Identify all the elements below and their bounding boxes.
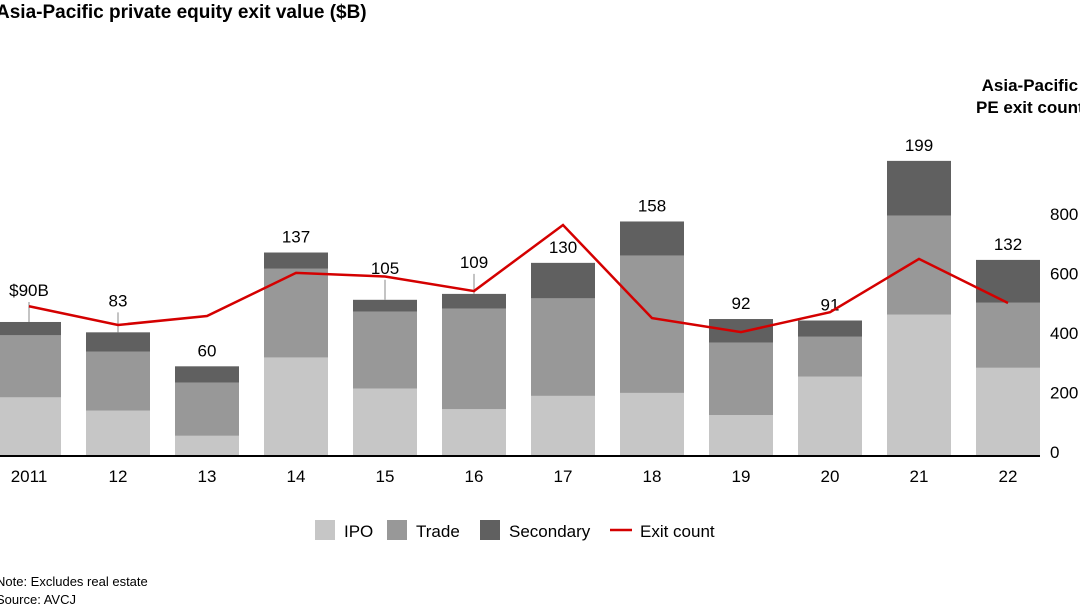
- bar-trade-15: [353, 311, 417, 389]
- bar-secondary-20: [798, 320, 862, 337]
- bar-secondary-17: [531, 262, 595, 299]
- x-tick-label-17: 17: [554, 467, 573, 486]
- bar-ipo-15: [353, 388, 417, 455]
- total-label-22: 132: [994, 235, 1022, 254]
- x-tick-label-18: 18: [643, 467, 662, 486]
- bar-ipo-19: [709, 415, 773, 455]
- total-label-21: 199: [905, 136, 933, 155]
- legend-swatch-ipo: [315, 520, 335, 540]
- legend-swatch-trade: [387, 520, 407, 540]
- bar-ipo-18: [620, 392, 684, 455]
- right-tick-label-400: 400: [1050, 324, 1078, 343]
- bar-ipo-22: [976, 367, 1040, 455]
- bar-secondary-14: [264, 252, 328, 269]
- total-label-14: 137: [282, 228, 310, 247]
- source-text: Source: AVCJ: [0, 592, 76, 607]
- total-label-17: 130: [549, 238, 577, 257]
- right-tick-label-600: 600: [1050, 265, 1078, 284]
- bar-secondary-16: [442, 293, 506, 309]
- x-tick-label-16: 16: [465, 467, 484, 486]
- bar-ipo-16: [442, 409, 506, 455]
- bar-secondary-2011: [0, 321, 61, 336]
- x-tick-label-13: 13: [198, 467, 217, 486]
- total-label-19: 92: [732, 294, 751, 313]
- bar-secondary-22: [976, 259, 1040, 303]
- x-tick-label-19: 19: [732, 467, 751, 486]
- legend-swatch-secondary: [480, 520, 500, 540]
- legend-label-exit-count: Exit count: [640, 522, 715, 541]
- bar-trade-13: [175, 382, 239, 436]
- bar-secondary-15: [353, 299, 417, 312]
- right-axis-label: Asia-Pacific PE exit count: [976, 76, 1080, 117]
- legend-label-ipo: IPO: [344, 522, 373, 541]
- bar-ipo-2011: [0, 397, 61, 455]
- x-tick-label-21: 21: [910, 467, 929, 486]
- total-label-12: 83: [109, 291, 128, 310]
- bar-trade-16: [442, 308, 506, 410]
- x-tick-label-12: 12: [109, 467, 128, 486]
- bar-trade-21: [887, 215, 951, 315]
- bar-ipo-17: [531, 395, 595, 455]
- x-tick-label-2011: 2011: [11, 467, 48, 486]
- x-tick-label-20: 20: [821, 467, 840, 486]
- total-label-16: 109: [460, 253, 488, 272]
- bar-trade-14: [264, 268, 328, 358]
- exit-count-line: [28, 223, 1009, 334]
- legend-label-secondary: Secondary: [509, 522, 591, 541]
- total-label-15: 105: [371, 259, 399, 278]
- bar-trade-2011: [0, 335, 61, 398]
- bar-ipo-21: [887, 314, 951, 455]
- bar-ipo-12: [86, 410, 150, 455]
- right-tick-label-200: 200: [1050, 384, 1078, 403]
- bar-ipo-13: [175, 435, 239, 455]
- bar-ipo-14: [264, 357, 328, 455]
- bar-trade-22: [976, 302, 1040, 368]
- x-tick-label-15: 15: [376, 467, 395, 486]
- bar-ipo-20: [798, 376, 862, 455]
- x-tick-label-14: 14: [287, 467, 306, 486]
- note-text: Note: Excludes real estate: [0, 574, 148, 589]
- bar-secondary-12: [86, 332, 150, 352]
- chart-title: Asia-Pacific private equity exit value (…: [0, 2, 367, 23]
- bar-trade-17: [531, 298, 595, 396]
- right-tick-label-800: 800: [1050, 205, 1078, 224]
- total-label-18: 158: [638, 196, 666, 215]
- legend-label-trade: Trade: [416, 522, 460, 541]
- bar-secondary-21: [887, 160, 951, 216]
- bar-secondary-18: [620, 221, 684, 256]
- total-label-13: 60: [198, 341, 217, 360]
- bar-trade-18: [620, 255, 684, 393]
- bar-secondary-13: [175, 366, 239, 383]
- right-tick-label-0: 0: [1050, 443, 1059, 462]
- bar-trade-12: [86, 351, 150, 411]
- total-label-2011: $90B: [9, 281, 49, 300]
- bar-trade-20: [798, 336, 862, 377]
- x-tick-label-22: 22: [999, 467, 1018, 486]
- bar-trade-19: [709, 342, 773, 416]
